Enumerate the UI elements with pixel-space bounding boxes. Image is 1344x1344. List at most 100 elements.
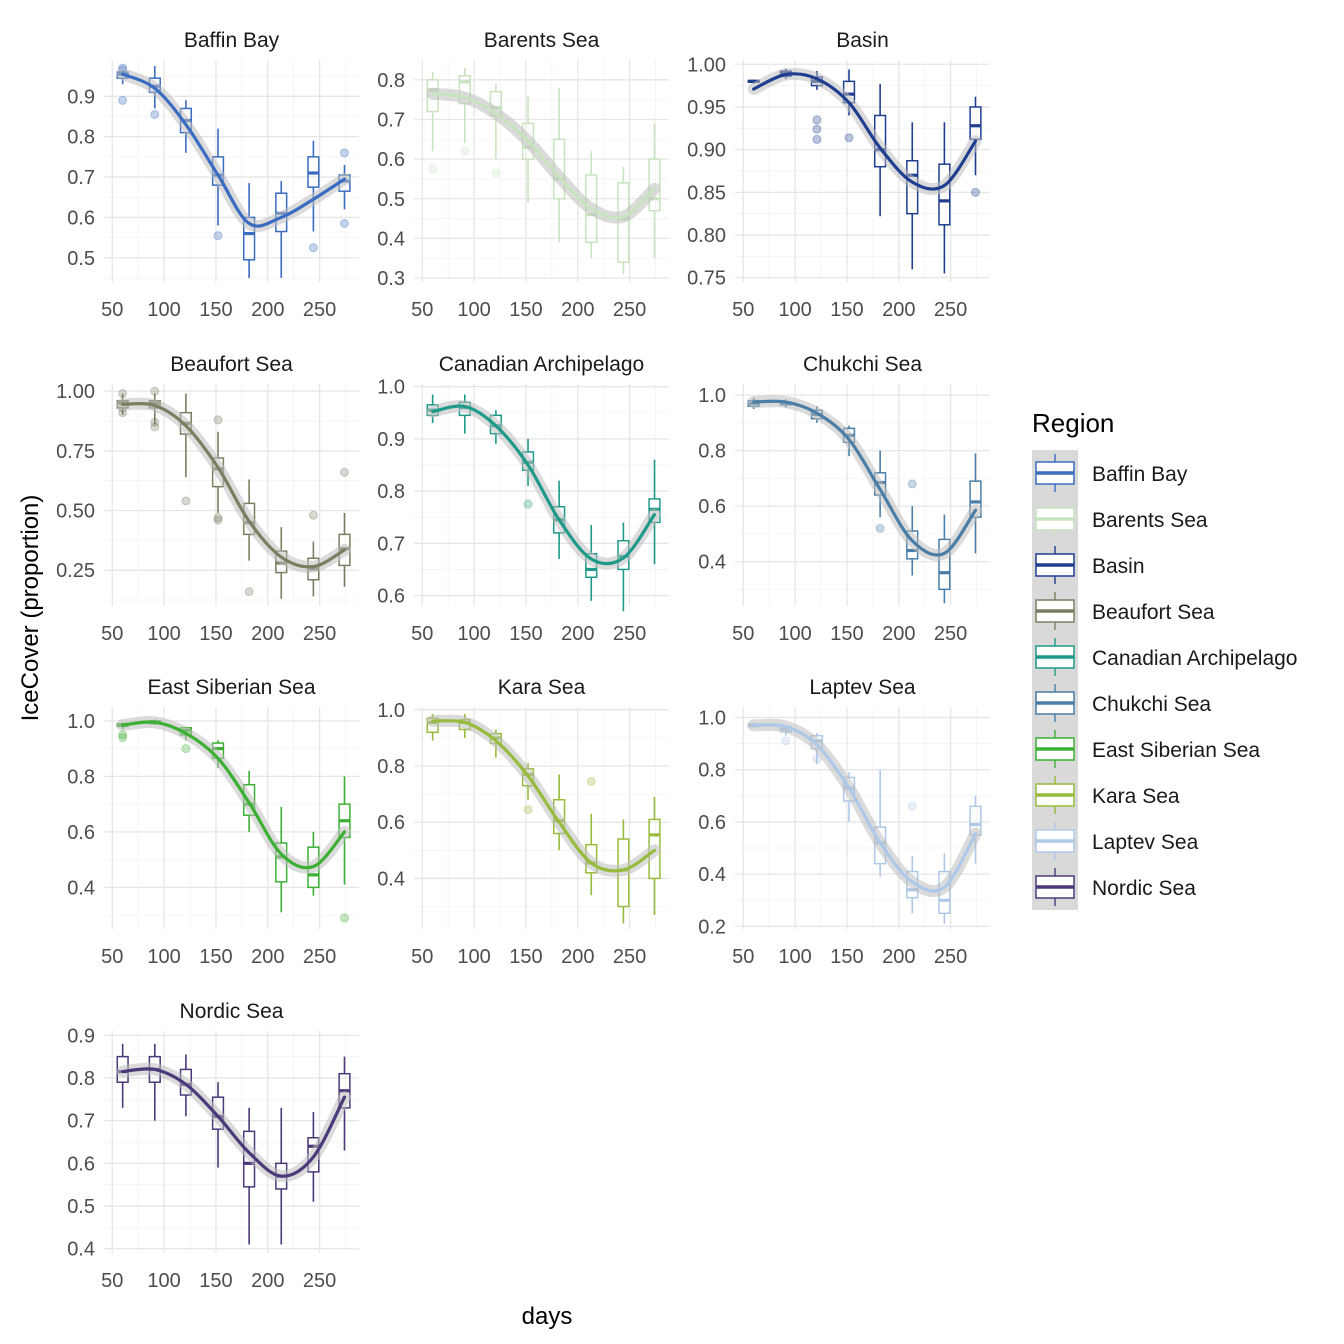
x-tick-label: 100 xyxy=(457,946,490,968)
y-tick-label: 0.8 xyxy=(67,766,95,788)
y-tick-label: 0.80 xyxy=(687,225,726,247)
outlier-point xyxy=(523,499,533,509)
x-tick-label: 100 xyxy=(778,623,811,645)
panel-title: Beaufort Sea xyxy=(170,353,293,376)
outlier-point xyxy=(339,218,349,228)
panel-chukchi-sea: Chukchi Sea 50 100 150 200 250 0.4 0.6 0.8 1.0 xyxy=(698,353,990,645)
y-tick-label: 0.5 xyxy=(377,189,405,211)
y-tick-label: 0.7 xyxy=(67,1111,95,1133)
y-tick-label: 0.7 xyxy=(377,109,405,131)
panel-title: Laptev Sea xyxy=(809,676,916,699)
x-tick-label: 50 xyxy=(101,1270,123,1292)
outlier-point xyxy=(118,389,128,399)
smooth-line xyxy=(752,723,978,893)
y-tick-label: 0.8 xyxy=(377,481,405,503)
outlier-point xyxy=(907,479,917,489)
outlier-point xyxy=(150,422,160,432)
smooth-confidence-band xyxy=(747,718,982,898)
outlier-point xyxy=(181,496,191,506)
outlier-point xyxy=(213,513,223,523)
y-tick-label: 0.2 xyxy=(698,916,726,938)
outlier-point xyxy=(244,587,254,597)
outlier-point xyxy=(118,95,128,105)
smooth-line xyxy=(752,72,978,191)
smooth-line xyxy=(431,92,657,220)
box-iqr xyxy=(938,163,951,226)
panel-east-siberian-sea: East Siberian Sea 50 100 150 200 250 0.4 0.6 0.8… xyxy=(67,676,359,968)
box xyxy=(338,776,351,885)
x-tick-label: 250 xyxy=(934,299,967,321)
y-tick-label: 0.6 xyxy=(67,207,95,229)
y-tick-label: 0.25 xyxy=(56,560,95,582)
x-tick-label: 100 xyxy=(778,946,811,968)
x-tick-label: 100 xyxy=(457,623,490,645)
outlier-point xyxy=(150,386,160,396)
smooth-line xyxy=(121,1067,347,1178)
x-tick-label: 150 xyxy=(199,623,232,645)
panel-title: Basin xyxy=(836,29,889,52)
x-tick-label: 200 xyxy=(251,1270,284,1292)
x-tick-label: 200 xyxy=(561,299,594,321)
smooth-line xyxy=(121,720,347,870)
y-tick-label: 0.8 xyxy=(377,756,405,778)
legend-title: Region xyxy=(1032,408,1114,438)
outlier-point xyxy=(523,805,533,815)
y-tick-label: 0.6 xyxy=(377,586,405,608)
x-tick-label: 200 xyxy=(882,946,915,968)
x-tick-label: 200 xyxy=(561,946,594,968)
smooth-line xyxy=(431,404,657,566)
y-tick-label: 0.4 xyxy=(67,1239,95,1261)
x-tick-label: 200 xyxy=(882,623,915,645)
legend-label: Chukchi Sea xyxy=(1092,693,1211,716)
y-tick-label: 0.75 xyxy=(56,441,95,463)
y-tick-label: 0.4 xyxy=(377,868,405,890)
x-tick-label: 250 xyxy=(613,299,646,321)
x-tick-label: 250 xyxy=(303,299,336,321)
outlier-point xyxy=(812,134,822,144)
panel-baffin-bay: Baffin Bay 50 100 150 200 250 0.5 0.6 0.7 0.8 0.9 xyxy=(67,29,359,321)
panel-grid xyxy=(735,60,990,282)
outlier-point xyxy=(460,146,470,156)
panel-laptev-sea: Laptev Sea 50 100 150 200 250 0.2 0.4 0.6 0.8 1.0 xyxy=(698,676,990,968)
panel-grid xyxy=(735,384,990,606)
panel-title: Baffin Bay xyxy=(184,29,280,52)
legend-item-chukchi-sea: Chukchi Sea xyxy=(1035,684,1211,722)
panel-nordic-sea: Nordic Sea 50 100 150 200 250 0.4 0.5 0.6 0.7 0.8 0… xyxy=(67,1000,359,1292)
y-tick-label: 1.00 xyxy=(56,381,95,403)
legend-label: Barents Sea xyxy=(1092,509,1208,532)
panel-title: Kara Sea xyxy=(498,676,586,699)
x-tick-label: 250 xyxy=(303,946,336,968)
legend-item-laptev-sea: Laptev Sea xyxy=(1035,822,1199,860)
box xyxy=(275,181,288,278)
legend-item-baffin-bay: Baffin Bay xyxy=(1035,454,1188,492)
x-tick-label: 200 xyxy=(251,946,284,968)
panel-grid xyxy=(414,60,669,282)
legend-label: Basin xyxy=(1092,555,1145,578)
y-tick-label: 0.8 xyxy=(67,127,95,149)
y-tick-label: 0.5 xyxy=(67,1196,95,1218)
y-tick-label: 1.0 xyxy=(67,711,95,733)
y-tick-label: 0.4 xyxy=(377,228,405,250)
x-tick-label: 50 xyxy=(411,299,433,321)
box-iqr xyxy=(938,538,951,591)
x-tick-label: 100 xyxy=(457,299,490,321)
outlier-point xyxy=(491,168,501,178)
panel-beaufort-sea: Beaufort Sea 50 100 150 200 250 0.25 0.50 0.75 1.… xyxy=(56,353,359,645)
y-tick-label: 1.00 xyxy=(687,54,726,76)
panel-grid xyxy=(414,707,669,929)
outlier-point xyxy=(907,801,917,811)
legend-label: Laptev Sea xyxy=(1092,831,1199,854)
legend-label: Canadian Archipelago xyxy=(1092,647,1298,670)
y-tick-label: 0.3 xyxy=(377,268,405,290)
y-axis-title: IceCover (proportion) xyxy=(17,495,44,722)
outlier-point xyxy=(181,744,191,754)
box xyxy=(242,1107,256,1245)
panel-basin: Basin 50 100 150 200 250 0.75 0.80 0.85 0.90 0.95 1… xyxy=(687,29,990,321)
outlier-point xyxy=(339,467,349,477)
x-tick-label: 50 xyxy=(732,946,754,968)
smooth-confidence-band xyxy=(116,715,351,874)
outlier-point xyxy=(118,733,128,743)
y-tick-label: 0.4 xyxy=(698,864,726,886)
x-tick-label: 150 xyxy=(509,299,542,321)
